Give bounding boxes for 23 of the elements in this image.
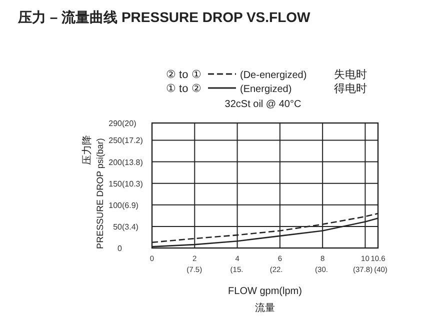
legend-label: (Energized) xyxy=(240,84,292,95)
y-tick-label: 150 xyxy=(108,179,123,188)
chart-title: 压力 – 流量曲线 PRESSURE DROP VS.FLOW xyxy=(17,9,312,25)
y-tick-label: 290 xyxy=(108,119,123,128)
y2-tick-label: (20) xyxy=(122,119,137,128)
y-tick-label: 0 xyxy=(118,244,123,253)
x-axis-title: FLOW gpm(lpm) 流量 xyxy=(228,286,302,314)
y2-tick-label: (6.9) xyxy=(122,200,139,210)
y-tick-label: 250 xyxy=(108,136,123,146)
y-axis-title: 压力降 PRESSURE DROP psi(bar) xyxy=(81,135,105,249)
text: 失电时 xyxy=(334,68,367,81)
text: 得电时 xyxy=(334,82,367,95)
y-tick-label: 200 xyxy=(108,158,123,167)
y2-tick-label: (3.4) xyxy=(122,222,139,232)
y2-tick-label: (17.2) xyxy=(122,136,144,146)
y2-tick-label: (13.8) xyxy=(122,158,144,167)
legend-label: (De-energized) xyxy=(240,70,307,81)
text: ② to ① xyxy=(166,69,202,81)
text: 32cSt oil @ 40°C xyxy=(224,99,302,110)
y-tick-label: 50 xyxy=(113,222,123,232)
y2-tick-label: (10.3) xyxy=(122,179,144,188)
text: ① to ② xyxy=(166,83,202,95)
y-tick-label: 100 xyxy=(108,200,123,210)
